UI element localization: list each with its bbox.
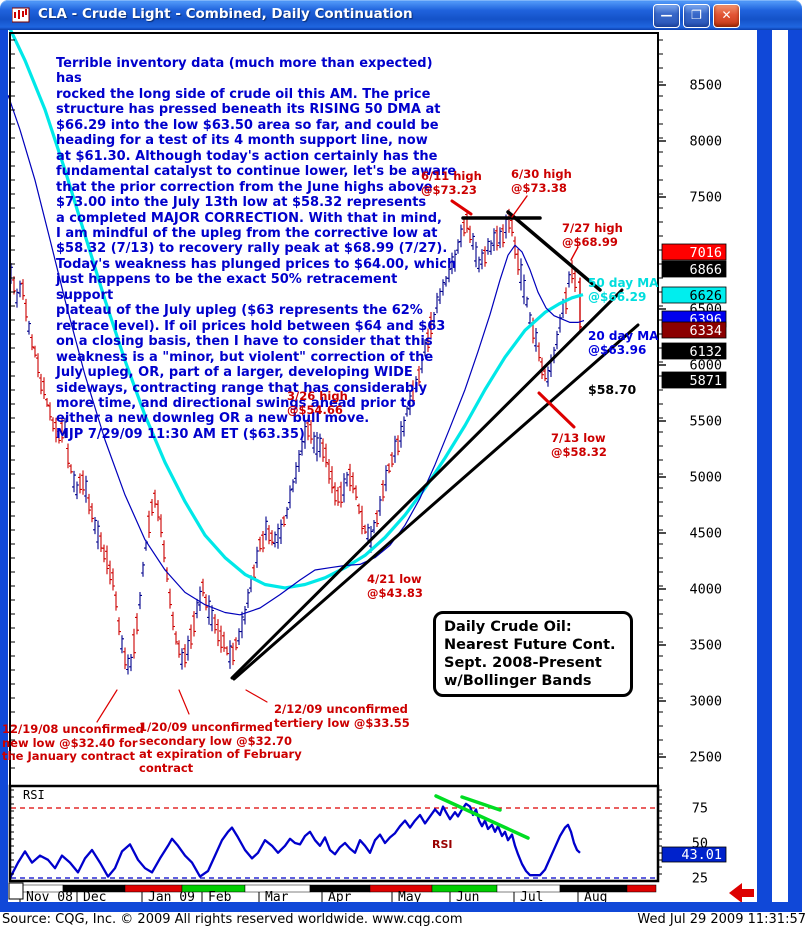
svg-text:6000: 6000	[689, 358, 722, 374]
status-source: Source: CQG, Inc. © 2009 All rights rese…	[2, 912, 463, 927]
annotation-4-21-low: 4/21 low @$43.83	[367, 572, 423, 600]
status-datetime: Wed Jul 29 2009 11:31:57	[637, 912, 806, 927]
annotation-7-27-high: 7/27 high @$68.99	[562, 221, 623, 249]
analyst-commentary: Terrible inventory data (much more than …	[56, 56, 457, 442]
july-resistance-line	[506, 210, 602, 292]
month-axis: Nov 08 Dec Jan 09 Feb Mar Apr May Jun Jul Aug	[8, 882, 757, 907]
svg-text:Jan 09: Jan 09	[148, 890, 195, 902]
svg-text:75: 75	[692, 801, 708, 817]
chart-canvas[interactable]: Nov 08 Dec Jan 09 Feb Mar Apr May Jun Jul Aug 8500…	[6, 23, 757, 907]
svg-text:43.01: 43.01	[681, 847, 722, 863]
svg-text:7500: 7500	[689, 190, 722, 206]
svg-text:8000: 8000	[689, 134, 722, 150]
rsi-panel-label: RSI	[23, 788, 45, 802]
vertical-scrollbar[interactable]	[757, 30, 772, 902]
overlay-lines	[96, 195, 640, 840]
annotation-7-13-low: 7/13 low @$58.32	[551, 431, 607, 459]
last-bar	[578, 277, 582, 333]
pointer-7-13	[537, 391, 576, 429]
svg-text:8500: 8500	[689, 78, 722, 94]
svg-text:25: 25	[692, 871, 708, 887]
svg-text:Dec: Dec	[83, 890, 106, 902]
svg-text:3000: 3000	[689, 694, 722, 710]
svg-text:4500: 4500	[689, 526, 722, 542]
svg-text:6626: 6626	[689, 288, 722, 304]
svg-text:Apr: Apr	[328, 890, 352, 902]
annotation-1-20-low: 1/20/09 unconfirmed secondary low @$32.7…	[139, 720, 302, 775]
pointer-7-27	[570, 246, 579, 261]
pointer-6-30	[511, 195, 528, 218]
annotation-6-11-high: 6/11 high @$73.23	[421, 169, 482, 197]
annotation-6-30-high: 6/30 high @$73.38	[511, 167, 572, 195]
pointer-1-20	[178, 689, 190, 715]
rsi-trendline-short	[460, 795, 502, 812]
svg-text:3500: 3500	[689, 638, 722, 654]
support-trendline-upper	[230, 288, 624, 680]
annotation-12-19-low: 12/19/08 unconfirmed new low @$32.40 for…	[2, 722, 144, 763]
svg-text:6334: 6334	[689, 323, 722, 339]
pointer-6-11	[450, 199, 473, 216]
price-bars	[9, 208, 582, 675]
status-bar: Source: CQG, Inc. © 2009 All rights rese…	[0, 912, 808, 928]
support-trendline-lower	[232, 323, 640, 681]
annotation-3-26-high: 3/26 high @$54.66	[287, 389, 348, 417]
minimize-button[interactable]: —	[653, 4, 680, 28]
chart-info-box: Daily Crude Oil: Nearest Future Cont. Se…	[433, 611, 633, 697]
svg-text:Feb: Feb	[208, 890, 232, 902]
price-axis: 8500800075006500600055005000450040003500…	[10, 39, 727, 769]
ma50-line	[6, 23, 584, 590]
rsi-panel	[8, 802, 657, 879]
rsi-inner-label: RSI	[432, 838, 453, 851]
rsi-trendline-long	[434, 794, 530, 840]
svg-text:2500: 2500	[689, 750, 722, 766]
svg-text:4000: 4000	[689, 582, 722, 598]
scroll-latest-arrow[interactable]	[729, 883, 754, 903]
svg-text:Aug: Aug	[584, 890, 607, 902]
svg-text:6866: 6866	[689, 262, 722, 278]
window-border-bottom	[0, 902, 802, 912]
svg-text:5500: 5500	[689, 414, 722, 430]
rsi-line	[8, 802, 581, 879]
window-title: CLA - Crude Light - Combined, Daily Cont…	[38, 6, 413, 22]
window-border-right	[788, 30, 802, 902]
svg-text:May: May	[398, 890, 422, 902]
window-titlebar[interactable]: CLA - Crude Light - Combined, Daily Cont…	[0, 0, 802, 30]
level-58-70-label: $58.70	[588, 382, 637, 397]
svg-text:Jun: Jun	[456, 890, 479, 902]
svg-text:7016: 7016	[689, 245, 722, 261]
ma20-label: 20 day MA @$63.96	[588, 329, 659, 357]
rsi-value-box	[661, 846, 727, 863]
ma50-label: 50 day MA @$66.29	[588, 276, 659, 304]
svg-text:Mar: Mar	[265, 890, 289, 902]
app-icon	[11, 7, 30, 23]
svg-text:5000: 5000	[689, 470, 722, 486]
maximize-button[interactable]: ❐	[683, 4, 710, 28]
svg-text:Jul: Jul	[520, 890, 543, 902]
svg-text:6132: 6132	[689, 344, 722, 360]
rsi-panel-frame	[8, 784, 660, 883]
close-button[interactable]: ✕	[713, 4, 740, 28]
window-border-left	[0, 30, 8, 902]
pointer-12-19	[96, 689, 118, 723]
window-border-gap	[772, 30, 788, 902]
pointer-2-12	[245, 689, 268, 703]
svg-text:Nov 08: Nov 08	[26, 890, 73, 902]
svg-text:5871: 5871	[689, 373, 722, 389]
annotation-2-12-low: 2/12/09 unconfirmed tertiery low @$33.55	[274, 702, 410, 730]
